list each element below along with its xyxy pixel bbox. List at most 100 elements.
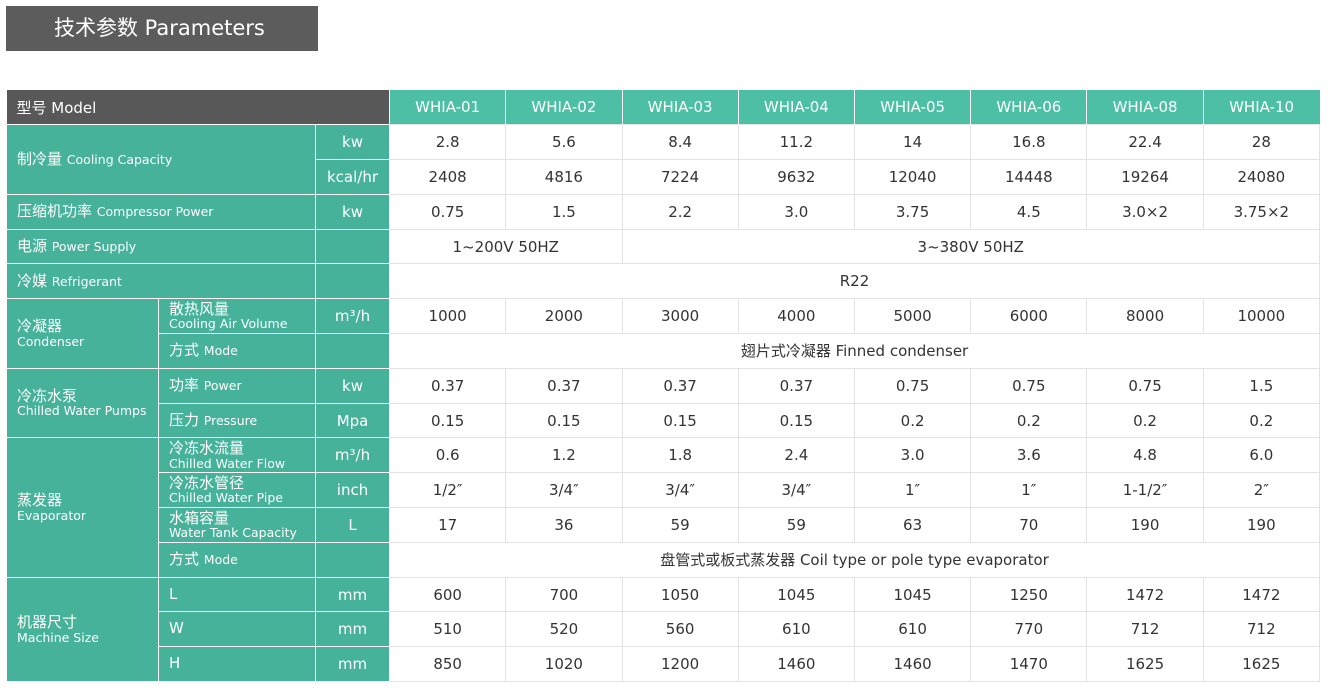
label-zh: 蒸发器 xyxy=(17,491,63,510)
unit-cell: kcal/hr xyxy=(314,159,391,195)
value-cell: 610 xyxy=(853,611,972,648)
unit-cell: mm xyxy=(314,611,391,648)
value-cell: 3.6 xyxy=(970,437,1088,474)
unit-cell: Mpa xyxy=(314,402,391,439)
data-row: kcal/hr 2408 4816 7224 9632 12040 14448 19264 24… xyxy=(7,159,1321,195)
label-en: Compressor Power xyxy=(96,203,214,219)
label-en: Water Tank Capacity xyxy=(169,525,297,541)
label-en: Mode xyxy=(203,551,238,567)
value-cell: 560 xyxy=(621,611,739,648)
value-cell: 510 xyxy=(389,611,507,648)
value-cell: 850 xyxy=(389,646,507,683)
value-cell: 0.2 xyxy=(853,402,972,439)
value-cell: 5000 xyxy=(853,298,972,335)
value-cell: 0.2 xyxy=(1086,402,1204,439)
section-title: 技术参数 Parameters xyxy=(6,6,318,51)
label-zh: 冷媒 xyxy=(17,271,48,290)
value-cell: 0.15 xyxy=(621,402,739,439)
unit-cell: kw xyxy=(314,193,391,230)
group-label: 蒸发器 Evaporator xyxy=(6,437,159,578)
value-cell: 0.2 xyxy=(970,402,1088,439)
value-cell: 712 xyxy=(1202,611,1321,648)
value-cell: 1472 xyxy=(1086,576,1204,613)
value-cell: 0.15 xyxy=(505,402,623,439)
model-name: WHIA-01 xyxy=(389,90,506,125)
sub-label: 冷冻水流量 Chilled Water Flow xyxy=(158,437,316,474)
label-en: Cooling Air Volume xyxy=(169,316,288,332)
value-cell: 14 xyxy=(853,124,972,161)
value-cell: 0.37 xyxy=(505,367,623,404)
value-cell: 190 xyxy=(1086,507,1204,543)
value-cell: 610 xyxy=(737,611,855,648)
unit-cell: kw xyxy=(314,124,391,161)
row-label: 制冷量 Cooling Capacity xyxy=(6,124,316,195)
value-cell: 6.0 xyxy=(1202,437,1321,474)
value-cell: 2.8 xyxy=(389,124,507,161)
row-label: 冷媒 Refrigerant xyxy=(6,263,316,300)
value-cell: 0.15 xyxy=(737,402,855,439)
value-cell: 1/2″ xyxy=(389,472,507,509)
merged-cell: 盘管式或板式蒸发器 Coil type or pole type evapora… xyxy=(389,541,1320,578)
value-cell: 0.37 xyxy=(389,367,507,404)
group-label: 机器尺寸 Machine Size xyxy=(6,576,159,683)
value-cell: 700 xyxy=(505,576,623,613)
value-cell: 0.6 xyxy=(389,437,507,474)
unit-cell xyxy=(314,228,391,265)
value-cell: 0.75 xyxy=(970,367,1088,404)
value-cell: 59 xyxy=(621,507,739,543)
header-row: 型号 Model WHIA-01 WHIA-02 WHIA-03 WHIA-04 WHIA… xyxy=(6,90,1320,125)
value-cell: 770 xyxy=(970,611,1088,648)
value-cell: 1460 xyxy=(853,646,972,683)
data-row: 方式 Mode 盘管式或板式蒸发器 Coil type or pole type … xyxy=(7,541,1320,578)
value-cell: 59 xyxy=(737,507,855,543)
value-cell: 3000 xyxy=(621,298,739,335)
label-zh: W xyxy=(169,619,184,638)
merged-cell: R22 xyxy=(389,263,1320,300)
value-cell: 520 xyxy=(505,611,623,648)
merged-cell: 1~200V 50HZ xyxy=(389,228,623,265)
data-row: 电源 Power Supply 1~200V 50HZ 3~380V 50HZ xyxy=(6,228,1320,265)
label-zh: 压力 xyxy=(169,410,200,429)
value-cell: 1625 xyxy=(1202,646,1321,683)
value-cell: 4000 xyxy=(737,298,855,335)
sub-label: W xyxy=(158,611,316,648)
data-row: 方式 Mode 翅片式冷凝器 Finned condenser xyxy=(7,333,1320,369)
row-label: 电源 Power Supply xyxy=(6,228,316,265)
value-cell: 7224 xyxy=(621,159,739,195)
value-cell: 1.2 xyxy=(505,437,623,474)
sub-label: 功率 Power xyxy=(158,367,316,404)
value-cell: 0.2 xyxy=(1202,402,1321,439)
data-row: 压缩机功率 Compressor Power kw 0.75 1.5 2.2 3.0 3.7… xyxy=(6,193,1321,230)
sub-label: 方式 Mode xyxy=(158,333,316,369)
value-cell: 190 xyxy=(1202,507,1321,543)
row-label: 压缩机功率 Compressor Power xyxy=(6,193,316,230)
label-en: Power xyxy=(203,377,242,393)
label-zh: 制冷量 xyxy=(17,149,63,168)
value-cell: 16.8 xyxy=(970,124,1088,161)
unit-cell: L xyxy=(314,507,391,543)
value-cell: 1200 xyxy=(621,646,739,683)
group-label: 冷凝器 Condenser xyxy=(6,298,159,369)
value-cell: 28 xyxy=(1202,124,1321,161)
sub-label: L xyxy=(158,576,316,613)
label-en: Power Supply xyxy=(51,238,137,254)
data-row: 冷凝器 Condenser 散热风量 Cooling Air Volume m³/h 10… xyxy=(6,298,1321,369)
label-en: Evaporator xyxy=(17,507,87,523)
value-cell: 0.37 xyxy=(621,367,739,404)
unit-cell: inch xyxy=(314,472,391,509)
value-cell: 2.4 xyxy=(737,437,855,474)
value-cell: 0.37 xyxy=(737,367,855,404)
value-cell: 63 xyxy=(853,507,972,543)
label-zh: 电源 xyxy=(17,236,48,255)
label-en: Machine Size xyxy=(17,629,99,645)
value-cell: 8000 xyxy=(1086,298,1204,335)
value-cell: 10000 xyxy=(1202,298,1321,335)
value-cell: 1460 xyxy=(737,646,855,683)
unit-cell: kw xyxy=(314,367,391,404)
label-zh: 冷冻水流量 xyxy=(169,438,245,457)
value-cell: 0.75 xyxy=(853,367,972,404)
model-label: 型号 Model xyxy=(6,90,390,125)
